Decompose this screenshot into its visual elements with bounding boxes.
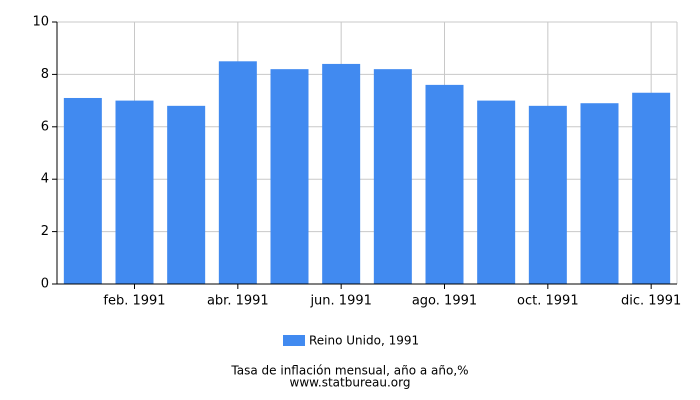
bar xyxy=(322,63,361,284)
x-tick-label: dic. 1991 xyxy=(621,294,681,309)
y-tick-label: 4 xyxy=(41,172,49,187)
bar xyxy=(373,69,412,284)
bar xyxy=(167,105,206,284)
bar xyxy=(63,97,102,284)
bar xyxy=(477,100,516,284)
y-tick-label: 2 xyxy=(41,224,49,239)
x-tick-label: ago. 1991 xyxy=(412,294,477,309)
bar xyxy=(580,103,619,284)
y-tick-label: 0 xyxy=(41,277,49,292)
bar xyxy=(218,61,257,284)
y-tick-label: 10 xyxy=(32,15,49,30)
legend-swatch xyxy=(283,335,305,346)
x-tick-label: jun. 1991 xyxy=(309,294,371,309)
bar xyxy=(425,84,464,284)
caption: Tasa de inflación mensual, año a año,% xyxy=(230,364,468,378)
source: www.statbureau.org xyxy=(290,376,411,390)
y-tick-label: 6 xyxy=(41,119,49,134)
bar xyxy=(632,92,671,285)
bar xyxy=(270,69,309,284)
x-tick-label: abr. 1991 xyxy=(207,294,269,309)
bar xyxy=(115,100,154,284)
bar xyxy=(528,105,567,284)
legend-label: Reino Unido, 1991 xyxy=(309,334,419,348)
x-tick-label: feb. 1991 xyxy=(103,294,165,309)
y-tick-label: 8 xyxy=(41,67,49,82)
x-tick-label: oct. 1991 xyxy=(517,294,579,309)
